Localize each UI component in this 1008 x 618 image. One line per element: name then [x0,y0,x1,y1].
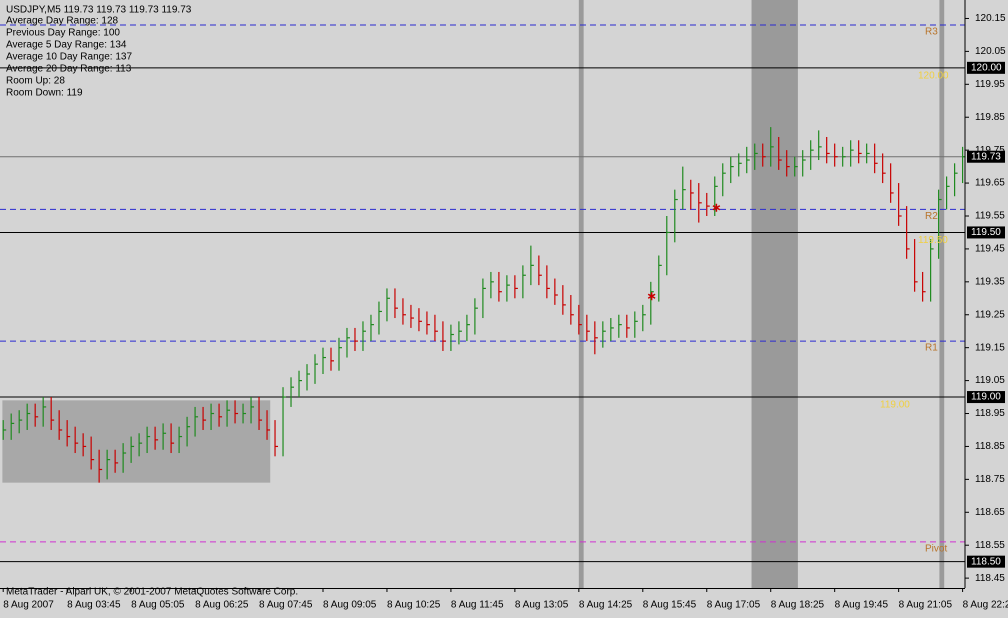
pivot-label: R3 [925,27,938,38]
y-tick-label: 118.45 [975,573,1005,584]
y-tick-label: 118.75 [975,474,1005,485]
time-stripe [578,0,584,588]
price-box [967,226,1005,239]
y-tick-label: 120.15 [975,13,1006,24]
chart-title: USDJPY,M5 119.73 119.73 119.73 119.73 [6,5,192,16]
y-tick-label: 118.55 [975,540,1005,551]
price-box-label: 118.50 [971,556,1001,567]
info-line: Average 5 Day Range: 134 [6,40,127,51]
y-tick-label: 118.65 [975,507,1005,518]
x-tick-label: 8 Aug 2007 [3,600,54,611]
y-tick-label: 119.85 [975,112,1005,123]
info-line: Previous Day Range: 100 [6,28,120,39]
level-layer [0,24,965,563]
y-tick-label: 119.75 [975,145,1005,156]
x-tick-label: 8 Aug 18:25 [771,600,825,611]
x-tick-label: 8 Aug 11:45 [451,600,504,611]
text-layer: USDJPY,M5 119.73 119.73 119.73 119.73 Me… [2,5,1008,611]
y-tick-label: 118.85 [975,441,1005,452]
current-price-label: 119.73 [971,151,1001,162]
y-tick-label: 119.05 [975,375,1005,386]
y-tick-label: 119.35 [975,276,1005,287]
info-line: Average Day Range: 128 [6,16,119,27]
price-box [967,61,1005,74]
price-box-label: 119.00 [971,392,1001,403]
signal: ∗ [711,200,721,214]
x-tick-label: 8 Aug 21:05 [899,600,953,611]
signal: ∗ [647,289,657,303]
footer: MetaTrader - Alpari UK, © 2001-2007 Meta… [6,587,298,598]
bar-layer [2,127,966,483]
price-box [967,150,1005,163]
y-tick-label: 119.65 [975,178,1005,189]
y-tick-label: 120.05 [975,46,1006,57]
x-tick-label: 8 Aug 13:05 [515,600,569,611]
y-tick-label: 119.25 [975,309,1005,320]
price-box-label: 120.00 [971,62,1002,73]
time-stripe [939,0,945,588]
x-tick-label: 8 Aug 14:25 [579,600,633,611]
y-tick-label: 119.55 [975,211,1005,222]
y-tick-label: 119.95 [975,79,1005,90]
price-box [967,555,1005,568]
x-tick-label: 8 Aug 22:25 [963,600,1008,611]
info-line: Average 10 Day Range: 137 [6,52,132,63]
x-tick-label: 8 Aug 10:25 [387,600,441,611]
back-layer [2,0,945,588]
round-level-label: 119.00 [880,400,910,411]
y-tick-label: 118.95 [975,408,1005,419]
x-tick-label: 8 Aug 03:45 [67,600,121,611]
x-tick-label: 8 Aug 05:05 [131,600,185,611]
pivot-label: R2 [925,211,938,222]
x-tick-label: 8 Aug 07:45 [259,600,313,611]
x-tick-label: 8 Aug 15:45 [643,600,697,611]
time-stripe [751,0,798,588]
info-line: Room Down: 119 [6,88,83,99]
round-level-label: 120.00 [918,70,949,81]
x-tick-label: 8 Aug 17:05 [707,600,761,611]
y-tick-label: 119.45 [975,244,1005,255]
round-level-label: 119.50 [918,235,948,246]
pivot-label: R1 [925,343,938,354]
price-box-label: 119.50 [971,227,1001,238]
info-line: Average 20 Day Range: 113 [6,64,132,75]
info-line: Room Up: 28 [6,76,65,87]
y-tick-label: 119.15 [975,342,1005,353]
pivot-label: Pivot [925,544,947,555]
price-box [967,391,1005,404]
x-tick-label: 8 Aug 06:25 [195,600,249,611]
x-tick-label: 8 Aug 19:45 [835,600,889,611]
session-box [2,400,271,483]
x-tick-label: 8 Aug 09:05 [323,600,377,611]
